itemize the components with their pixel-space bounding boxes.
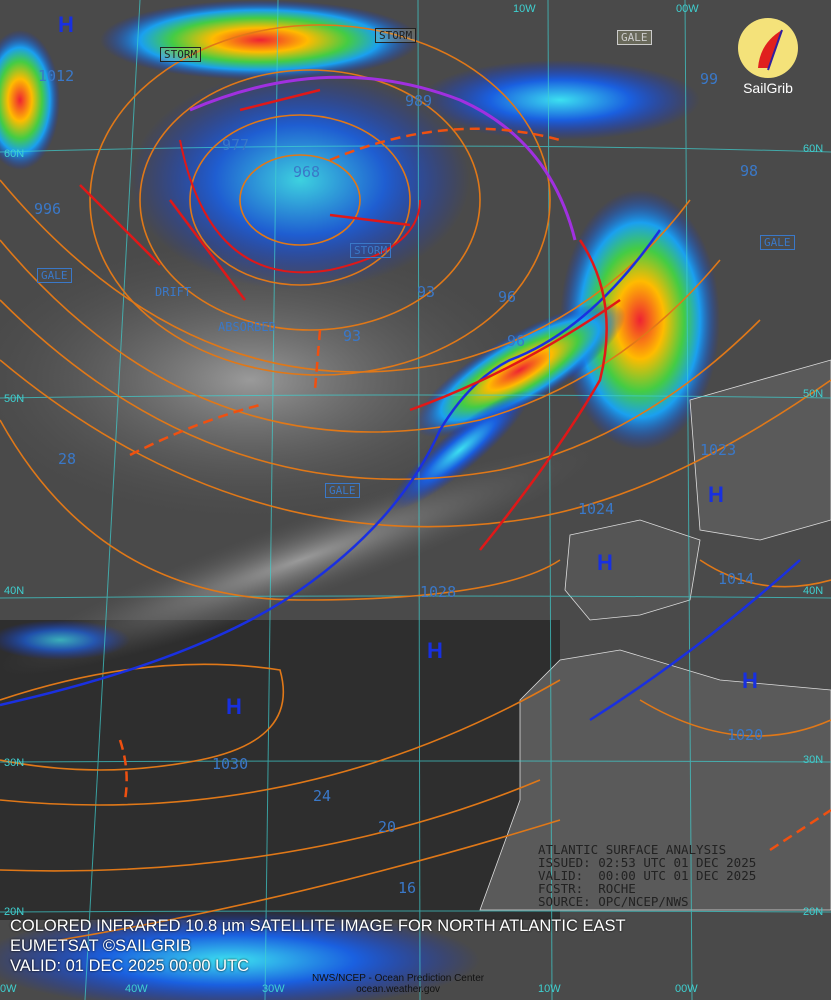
analysis-title: ATLANTIC SURFACE ANALYSIS	[538, 842, 727, 857]
drift-arrows	[79, 88, 411, 301]
credit-agency: NWS/NCEP - Ocean Prediction Center	[312, 973, 485, 984]
pressure-label: 989	[405, 92, 433, 110]
lat-label-20n-right: 20N	[803, 906, 824, 918]
occluded-front	[189, 75, 577, 241]
credit-url: ocean.weather.gov	[356, 984, 441, 995]
pressure-label: 96	[507, 332, 526, 350]
lon-label-30w-bottom: 30W	[262, 983, 285, 995]
cold-front	[0, 229, 662, 707]
lat-label-20n: 20N	[4, 906, 25, 918]
analysis-forecaster: FCSTR: ROCHE	[538, 881, 636, 896]
lat-label-30n: 30N	[4, 757, 25, 769]
storm-warning: STORM	[375, 28, 417, 43]
pressure-label: 24	[313, 787, 332, 805]
analysis-issued: ISSUED: 02:53 UTC 01 DEC 2025	[538, 855, 757, 870]
lat-label-50n-right: 50N	[803, 388, 824, 400]
sail-icon	[738, 18, 798, 78]
opc-credit: NWS/NCEP - Ocean Prediction Center ocean…	[312, 973, 484, 995]
lat-label-30n-right: 30N	[803, 754, 824, 766]
pressure-label: 968	[293, 163, 321, 181]
pressure-label: 977	[222, 136, 250, 154]
lat-label-40n: 40N	[4, 585, 25, 597]
lon-label-00w-top: 00W	[676, 3, 699, 15]
pressure-label: 1024	[578, 500, 615, 518]
gale-warning: GALE	[325, 483, 360, 498]
storm-warning: STORM	[350, 243, 392, 258]
pressure-label: 28	[58, 450, 77, 468]
high-pressure-marker: H	[58, 12, 74, 37]
high-pressure-marker: H	[597, 550, 613, 575]
lat-label-60n-right: 60N	[803, 143, 824, 155]
lat-label-50n: 50N	[4, 393, 25, 405]
drift-label: DRIFT	[155, 285, 192, 299]
analysis-source: SOURCE: OPC/NCEP/NWS	[538, 894, 689, 909]
isobars	[0, 24, 831, 941]
pressure-label: 93	[417, 283, 436, 301]
sailgrib-logo: SailGrib	[733, 18, 803, 96]
gale-warning: GALE	[617, 30, 652, 45]
cloud-band-storm	[560, 190, 720, 450]
gale-warning: GALE	[760, 235, 795, 250]
lon-label-00w-bottom: 00W	[675, 983, 698, 995]
pressure-label: 16	[398, 879, 417, 897]
pressure-label: 1030	[212, 755, 249, 773]
high-pressure-marker: H	[742, 668, 758, 693]
troughs	[118, 127, 831, 852]
lon-label-40w-bottom: 40W	[125, 983, 148, 995]
pressure-label: 996	[34, 200, 62, 218]
lon-label-0w-bottom: 0W	[0, 983, 17, 995]
pressure-label: 1020	[727, 726, 764, 744]
pressure-label: 98	[740, 162, 759, 180]
analysis-valid: VALID: 00:00 UTC 01 DEC 2025	[538, 868, 757, 883]
gale-warning: GALE	[37, 268, 72, 283]
iberia-land	[564, 519, 701, 621]
low-track-arrow	[179, 139, 421, 274]
pressure-label: 1012	[38, 67, 75, 85]
high-pressure-marker: H	[427, 638, 443, 663]
low-pressure-cloud-swirl	[130, 70, 470, 290]
lat-label-40n-right: 40N	[803, 585, 824, 597]
pressure-label: 1014	[718, 570, 755, 588]
image-caption: COLORED INFRARED 10.8 µm SATELLITE IMAGE…	[10, 916, 626, 976]
warm-front-2	[479, 239, 608, 551]
high-pressure-marker: H	[708, 482, 724, 507]
europe-land	[689, 359, 831, 541]
caption-credit: EUMETSAT ©SAILGRIB	[10, 937, 192, 955]
cold-front-mediterranean	[589, 559, 801, 722]
pressure-label: 1023	[700, 441, 737, 459]
lat-label-60n: 60N	[4, 148, 25, 160]
pressure-label: 20	[378, 818, 397, 836]
lon-label-10w-top: 10W	[513, 3, 536, 15]
warm-front	[409, 298, 621, 412]
caption-title: COLORED INFRARED 10.8 µm SATELLITE IMAGE…	[10, 917, 626, 935]
logo-name: SailGrib	[743, 80, 793, 96]
absorbed-label: ABSORBED	[218, 320, 276, 334]
pressure-label: 1028	[420, 583, 457, 601]
caption-valid-time: VALID: 01 DEC 2025 00:00 UTC	[10, 957, 250, 975]
lon-label-10w-bottom: 10W	[538, 983, 561, 995]
pressure-label: 96	[498, 288, 517, 306]
pressure-label: 99	[700, 70, 719, 88]
pressure-label: 93	[343, 327, 362, 345]
surface-analysis-info: ATLANTIC SURFACE ANALYSIS ISSUED: 02:53 U…	[538, 843, 756, 908]
storm-warning: STORM	[160, 47, 202, 62]
high-pressure-marker: H	[226, 694, 242, 719]
